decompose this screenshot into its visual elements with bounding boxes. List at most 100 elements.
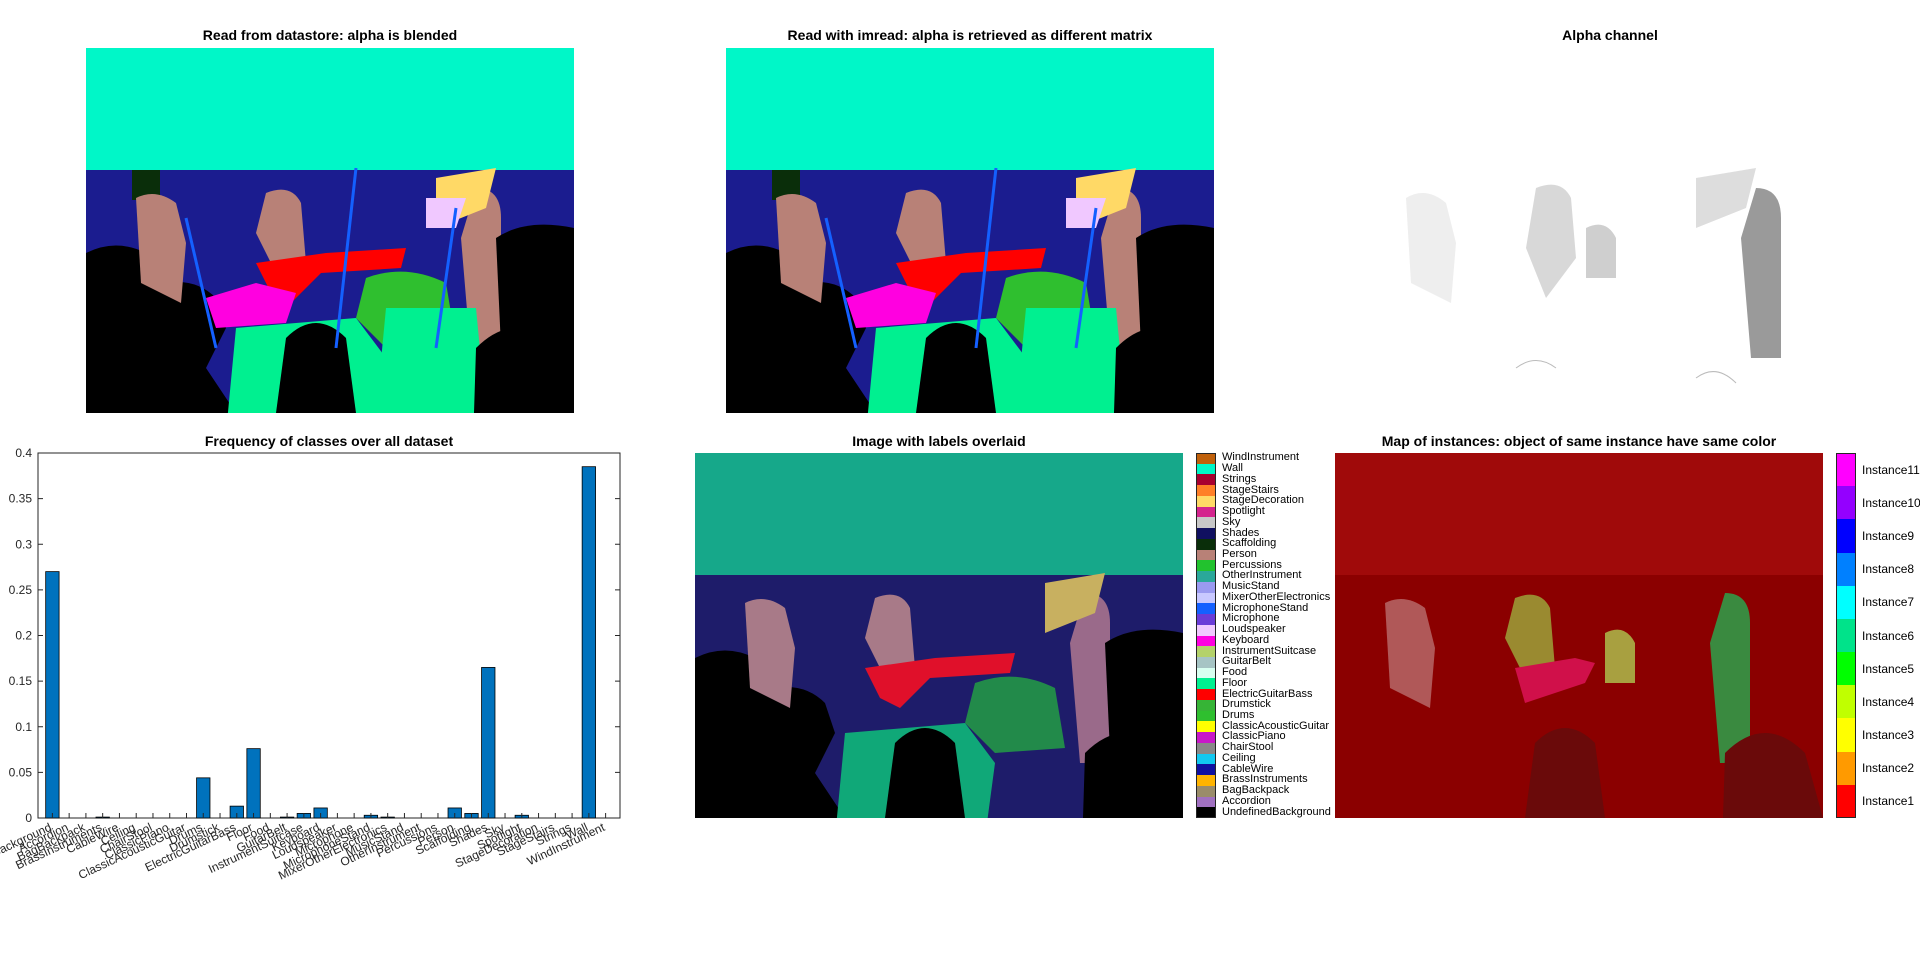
colorbar-swatch xyxy=(1196,656,1216,669)
instance-colorbar-entry: Instance6 xyxy=(1862,628,1915,643)
colorbar-swatch xyxy=(1196,764,1216,776)
label-colorbar-entry: Food xyxy=(1222,666,1248,679)
bar xyxy=(45,571,60,819)
colorbar-swatch xyxy=(1196,732,1216,744)
title-alpha: Alpha channel xyxy=(1562,27,1658,43)
label-colorbar-entry: CableWire xyxy=(1222,762,1274,775)
instance-colorbar-entry: Instance5 xyxy=(1862,661,1915,676)
y-tick-label: 0.05 xyxy=(9,765,33,779)
y-tick-label: 0.3 xyxy=(15,537,32,551)
segmentation-image-imread xyxy=(726,48,1214,413)
colorbar-swatch xyxy=(1196,538,1216,551)
labels-overlay-image xyxy=(695,453,1183,818)
label-colorbar-entry: Percussions xyxy=(1222,558,1282,571)
label-colorbar-entry: Person xyxy=(1222,547,1257,560)
colorbar-swatch xyxy=(1196,721,1216,733)
colorbar-swatch xyxy=(1196,571,1216,583)
instance-colorbar: Instance11 Instance10 Instance9 Instance8 In… xyxy=(1836,453,1920,819)
colorbar-frame xyxy=(1836,453,1856,818)
colorbar-swatch xyxy=(1196,485,1216,497)
plot-axes-box xyxy=(37,452,621,819)
label-colorbar-entry: Accordion xyxy=(1222,794,1271,807)
bar xyxy=(246,748,261,819)
bar xyxy=(581,466,596,819)
label-colorbar-entry: OtherInstrument xyxy=(1222,569,1302,582)
label-colorbar-entry: BrassInstruments xyxy=(1222,773,1308,786)
label-colorbar-entry: GuitarBelt xyxy=(1222,655,1271,668)
label-colorbar-entry: Wall xyxy=(1222,462,1243,475)
bar xyxy=(481,667,496,819)
label-colorbar-entry: ClassicAcousticGuitar xyxy=(1222,719,1329,732)
label-colorbar-entry: StageStairs xyxy=(1222,483,1279,496)
instance-colorbar-entry: Instance1 xyxy=(1862,794,1915,809)
colorbar-swatch xyxy=(1196,592,1216,604)
y-tick-label: 0.15 xyxy=(9,674,33,688)
overlay-drawing xyxy=(695,453,1183,818)
instance-colorbar-entry: Instance3 xyxy=(1862,728,1915,743)
colorbar-swatch xyxy=(1196,603,1216,615)
colorbar-swatch xyxy=(1836,784,1856,819)
colorbar-swatch xyxy=(1836,486,1856,520)
instance-colorbar-entry: Instance2 xyxy=(1862,761,1915,776)
label-colorbar-entry: Spotlight xyxy=(1222,505,1265,518)
colorbar-swatch xyxy=(1196,678,1216,690)
colorbar-swatch xyxy=(1196,506,1216,518)
label-colorbar-entry: StageDecoration xyxy=(1222,494,1304,507)
title-frequency: Frequency of classes over all dataset xyxy=(204,433,454,449)
y-tick-label: 0 xyxy=(25,811,32,825)
label-colorbar-entry: Drums xyxy=(1222,709,1255,721)
colorbar-swatch xyxy=(1196,710,1216,722)
label-colorbar-entry: Floor xyxy=(1222,676,1248,689)
title-instances: Map of instances: object of same instanc… xyxy=(1381,433,1777,449)
colorbar-swatch xyxy=(1836,751,1856,786)
label-colorbar-entry: MusicStand xyxy=(1222,580,1280,593)
label-colorbar-entry: Ceiling xyxy=(1222,751,1256,764)
y-tick-label: 0.35 xyxy=(9,492,33,506)
colorbar-swatch xyxy=(1196,528,1216,540)
colorbar-swatch xyxy=(1196,646,1216,658)
y-tick-label: 0.4 xyxy=(15,446,32,460)
instance-drawing xyxy=(1335,453,1823,818)
colorbar-swatch xyxy=(1196,775,1216,787)
y-tick-label: 0.1 xyxy=(15,720,32,734)
colorbar-swatch xyxy=(1196,517,1216,529)
label-colorbar-entry: ElectricGuitarBass xyxy=(1222,687,1313,700)
colorbar-swatch xyxy=(1196,495,1216,508)
colorbar-swatch xyxy=(1196,581,1216,594)
colorbar-swatch xyxy=(1196,474,1216,486)
bar xyxy=(196,777,211,819)
instance-colorbar-entry: Instance9 xyxy=(1862,528,1915,543)
colorbar-swatch xyxy=(1196,667,1216,679)
colorbar-swatch xyxy=(1196,549,1216,561)
instance-colorbar-entry: Instance10 xyxy=(1862,495,1920,510)
label-colorbar-entry: UndefinedBackground xyxy=(1222,805,1331,818)
colorbar-swatch xyxy=(1196,635,1216,647)
label-colorbar-entry: WindInstrument xyxy=(1222,451,1300,464)
label-colorbar: WindInstrument Wall Strings StageStairs Stag… xyxy=(1196,451,1331,819)
colorbar-swatch xyxy=(1836,618,1856,653)
colorbar-frame xyxy=(1196,453,1216,818)
y-tick-label: 0.25 xyxy=(9,583,33,597)
colorbar-swatch xyxy=(1196,624,1216,636)
colorbar-swatch xyxy=(1196,753,1216,765)
label-colorbar-entry: Keyboard xyxy=(1222,633,1270,646)
colorbar-swatch xyxy=(1196,560,1216,572)
instance-colorbar-entry: Instance11 xyxy=(1862,462,1920,477)
colorbar-swatch xyxy=(1196,699,1216,712)
label-colorbar-entry: ClassicPiano xyxy=(1222,730,1286,743)
colorbar-swatch xyxy=(1836,652,1856,686)
colorbar-swatch xyxy=(1836,585,1856,620)
y-tick-label: 0.2 xyxy=(15,629,32,643)
colorbar-swatch xyxy=(1196,463,1216,475)
alpha-drawing xyxy=(1366,48,1854,413)
label-colorbar-entry: Loudspeaker xyxy=(1222,623,1286,636)
label-colorbar-entry: Shades xyxy=(1222,526,1260,539)
title-overlay: Image with labels overlaid xyxy=(852,433,1026,449)
colorbar-swatch xyxy=(1836,453,1856,487)
colorbar-swatch xyxy=(1196,742,1216,755)
colorbar-swatch xyxy=(1196,614,1216,626)
label-colorbar-entry: Drumstick xyxy=(1222,698,1271,711)
colorbar-swatch xyxy=(1196,785,1216,798)
label-colorbar-entry: Strings xyxy=(1222,472,1257,485)
label-colorbar-entry: MixerOtherElectronics xyxy=(1222,590,1331,603)
